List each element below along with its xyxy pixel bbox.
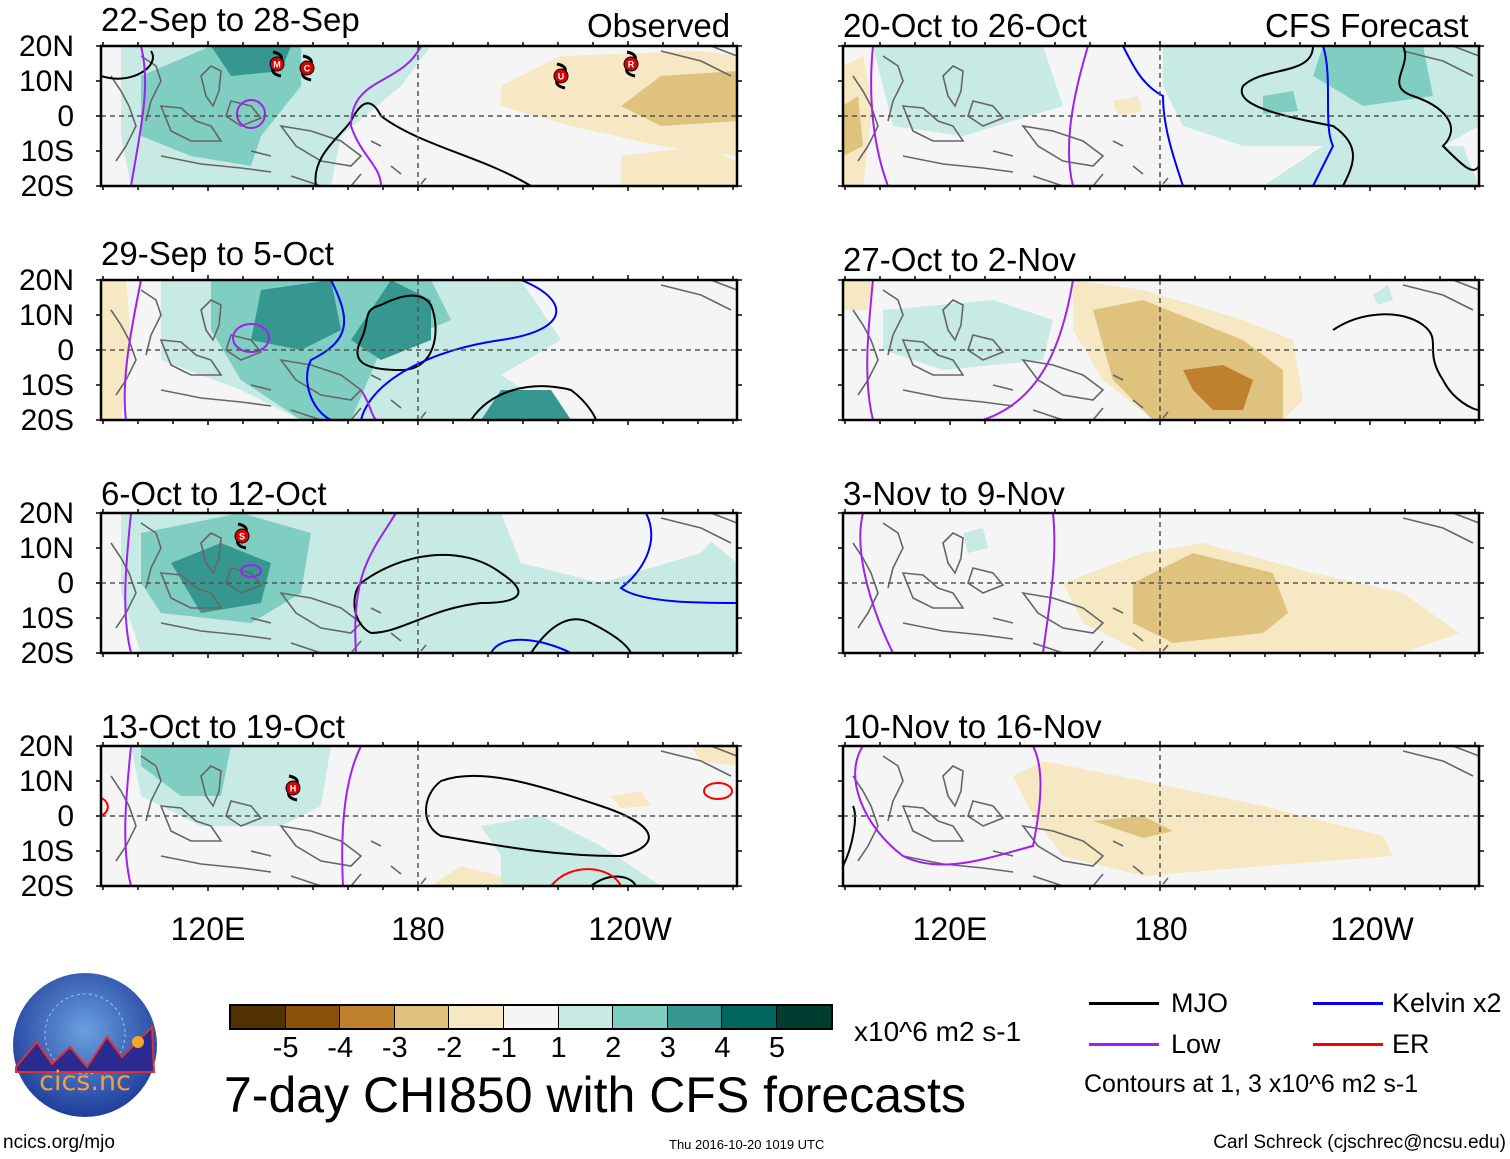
lat-label: 10S xyxy=(20,135,74,168)
map-panel-3nov xyxy=(843,513,1479,653)
lon-label: 180 xyxy=(391,911,445,947)
lat-label: 10N xyxy=(18,299,74,332)
panel-frame xyxy=(838,508,1484,658)
colorbar-label: -2 xyxy=(436,1032,463,1064)
panel-frame: S xyxy=(96,508,742,658)
panel-title: 20-Oct to 26-Oct xyxy=(843,7,1087,44)
lat-label: 0 xyxy=(57,800,74,833)
colorbar-label: -3 xyxy=(381,1032,408,1064)
lat-label: 10S xyxy=(20,602,74,635)
lat-label: 0 xyxy=(57,100,74,133)
legend-swatch-low xyxy=(1089,1043,1159,1046)
panel-frame: M C U R xyxy=(96,41,742,191)
legend-label-er: ER xyxy=(1392,1029,1430,1059)
lon-label: 120E xyxy=(912,911,988,947)
cyclone-letter: R xyxy=(628,60,635,70)
colorbar-swatch xyxy=(449,1006,504,1028)
lat-label: 10S xyxy=(20,835,74,868)
cyclone-letter: S xyxy=(239,532,245,542)
footer-timestamp: Thu 2016-10-20 1019 UTC xyxy=(669,1137,825,1152)
colorbar-swatch xyxy=(776,1006,831,1028)
panel-frame xyxy=(96,275,742,425)
colorbar-label: 1 xyxy=(550,1032,567,1064)
legend-label-low: Low xyxy=(1171,1029,1221,1059)
panel-title: 13-Oct to 19-Oct xyxy=(101,708,345,745)
panel-frame xyxy=(838,41,1484,191)
cyclone-letter: U xyxy=(558,72,565,82)
panel-title: 3-Nov to 9-Nov xyxy=(843,475,1065,512)
lat-label: 0 xyxy=(57,334,74,367)
legend-swatch-kelvin xyxy=(1313,1002,1383,1005)
colorbar-swatch xyxy=(558,1006,614,1028)
colorbar-swatch xyxy=(340,1006,395,1028)
colorbar-swatch xyxy=(285,1006,341,1028)
lon-label: 120W xyxy=(1330,911,1414,947)
cics-logo: cics.nc xyxy=(13,973,157,1117)
footer-url[interactable]: ncics.org/mjo xyxy=(3,1132,115,1153)
lat-label: 20S xyxy=(20,870,74,903)
colorbar-swatch xyxy=(722,1006,777,1028)
legend-label-mjo: MJO xyxy=(1171,988,1228,1018)
colorbar-label: 2 xyxy=(605,1032,622,1064)
lat-label: 10N xyxy=(18,532,74,565)
observed-label: Observed xyxy=(587,7,731,44)
forecast-label: CFS Forecast xyxy=(1265,7,1469,44)
tropical-cyclone-icon: R xyxy=(623,50,639,78)
lat-label: 20N xyxy=(18,497,74,530)
cyclone-letter: M xyxy=(273,60,281,70)
panel-title: 6-Oct to 12-Oct xyxy=(101,475,327,512)
colorbar-label: -4 xyxy=(327,1032,354,1064)
lat-label: 20N xyxy=(18,30,74,63)
lat-label: 20S xyxy=(20,637,74,670)
tropical-cyclone-icon: H xyxy=(285,774,301,802)
colorbar-label: 5 xyxy=(768,1032,786,1064)
colorbar-swatch xyxy=(613,1006,668,1028)
colorbar-units: x10^6 m2 s-1 xyxy=(854,1016,1022,1047)
colorbar-swatch xyxy=(231,1006,286,1028)
panel-frame xyxy=(838,741,1484,891)
panel-frame: H xyxy=(96,741,742,891)
colorbar-swatch xyxy=(394,1006,450,1028)
map-panel-29sep xyxy=(101,280,737,420)
figure-title: 7-day CHI850 with CFS forecasts xyxy=(224,1067,966,1123)
colorbar-label: -1 xyxy=(491,1032,517,1064)
tropical-cyclone-icon: S xyxy=(234,522,250,550)
lat-label: 10N xyxy=(18,65,74,98)
colorbar-swatch xyxy=(503,1006,559,1028)
panel-title: 29-Sep to 5-Oct xyxy=(101,235,334,272)
tropical-cyclone-icon: M xyxy=(269,50,285,78)
logo-text: cics.nc xyxy=(39,1066,131,1097)
tropical-cyclone-icon: U xyxy=(553,62,569,90)
cyclone-letter: C xyxy=(304,64,311,74)
cyclone-letter: H xyxy=(290,784,297,794)
colorbar-swatch xyxy=(667,1006,723,1028)
lon-label: 120E xyxy=(170,911,246,947)
legend-swatch-er xyxy=(1313,1043,1383,1046)
panel-title: 10-Nov to 16-Nov xyxy=(843,708,1102,745)
lat-label: 20N xyxy=(18,730,74,763)
tropical-cyclone-icon: C xyxy=(299,54,315,82)
legend-label-kelvin: Kelvin x2 xyxy=(1392,988,1502,1018)
lon-label: 180 xyxy=(1134,911,1188,947)
colorbar-label: -5 xyxy=(272,1032,299,1064)
legend-swatch-mjo xyxy=(1089,1002,1159,1005)
colorbar-label: 3 xyxy=(659,1032,676,1064)
lat-label: 20S xyxy=(20,170,74,203)
footer-author: Carl Schreck (cjschrec@ncsu.edu) xyxy=(1213,1132,1506,1153)
colorbar xyxy=(229,1004,833,1030)
contour-note: Contours at 1, 3 x10^6 m2 s-1 xyxy=(1084,1070,1419,1098)
panel-frame xyxy=(838,275,1484,425)
colorbar-label: 4 xyxy=(714,1032,731,1064)
lat-label: 10N xyxy=(18,765,74,798)
panel-title: 22-Sep to 28-Sep xyxy=(101,1,360,38)
lat-label: 0 xyxy=(57,567,74,600)
lon-label: 120W xyxy=(588,911,672,947)
lat-label: 20N xyxy=(18,264,74,297)
lat-label: 10S xyxy=(20,369,74,402)
lat-label: 20S xyxy=(20,404,74,437)
panel-title: 27-Oct to 2-Nov xyxy=(843,241,1076,278)
